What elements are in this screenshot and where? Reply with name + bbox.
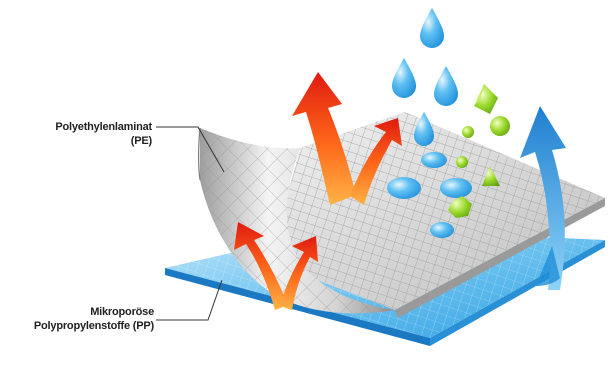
label-pe-line2: (PE) [130,135,152,147]
water-drop-icon [387,8,472,238]
heat-vapor-arrow-icon [292,72,402,205]
particle-icon [448,84,510,218]
label-pp-layer: Mikroporöse Polypropylenstoffe (PP) [20,305,154,333]
label-pp-line1: Mikroporöse [90,306,154,318]
heat-vapor-arrow-icon-lower [234,222,318,310]
label-leaders [156,126,225,321]
air-flow-arrow-icon [520,106,566,290]
pe-layer-curl [197,127,395,314]
label-pe-layer: Polyethylenlaminat (PE) [30,120,152,148]
label-pe-line1: Polyethylenlaminat [55,121,152,133]
label-pp-line2: Polypropylenstoffe (PP) [33,320,154,332]
